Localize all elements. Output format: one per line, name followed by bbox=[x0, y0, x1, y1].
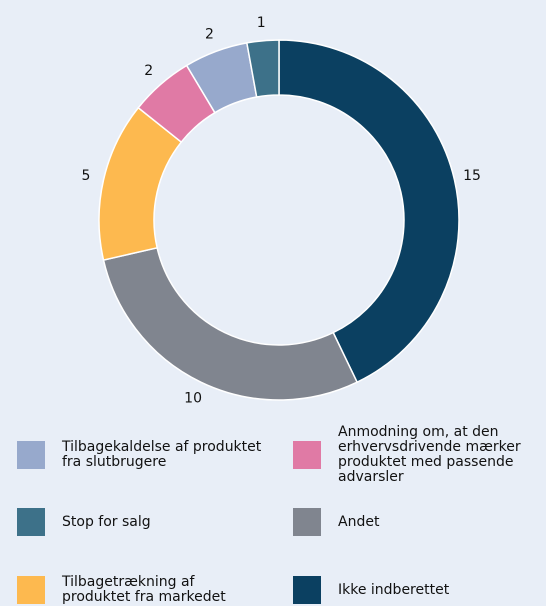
data-label: 10 bbox=[184, 390, 202, 406]
data-label: 2 bbox=[144, 63, 153, 79]
legend-swatch bbox=[293, 576, 321, 604]
donut-slice bbox=[102, 246, 359, 401]
legend-label: Andet bbox=[338, 513, 380, 530]
legend-label: Anmodning om, at den erhvervsdrivende mæ… bbox=[338, 424, 521, 485]
legend-label: Stop for salg bbox=[62, 513, 151, 530]
legend-swatch bbox=[17, 508, 45, 536]
legend-swatch bbox=[17, 576, 45, 604]
data-label: 5 bbox=[82, 168, 91, 184]
legend-label: Tilbagetrækning af produktet fra markede… bbox=[62, 574, 226, 605]
donut-slice bbox=[245, 39, 280, 98]
legend-swatch bbox=[293, 508, 321, 536]
donut-slice bbox=[278, 39, 460, 384]
data-label: 2 bbox=[205, 27, 214, 43]
legend-label: Ikke indberettet bbox=[338, 581, 450, 598]
legend-swatch bbox=[17, 441, 45, 469]
data-label: 1 bbox=[257, 15, 266, 31]
legend-label: Tilbagekaldelse af produktet fra slutbru… bbox=[62, 439, 262, 470]
data-label: 15 bbox=[463, 168, 481, 184]
legend-swatch bbox=[293, 441, 321, 469]
